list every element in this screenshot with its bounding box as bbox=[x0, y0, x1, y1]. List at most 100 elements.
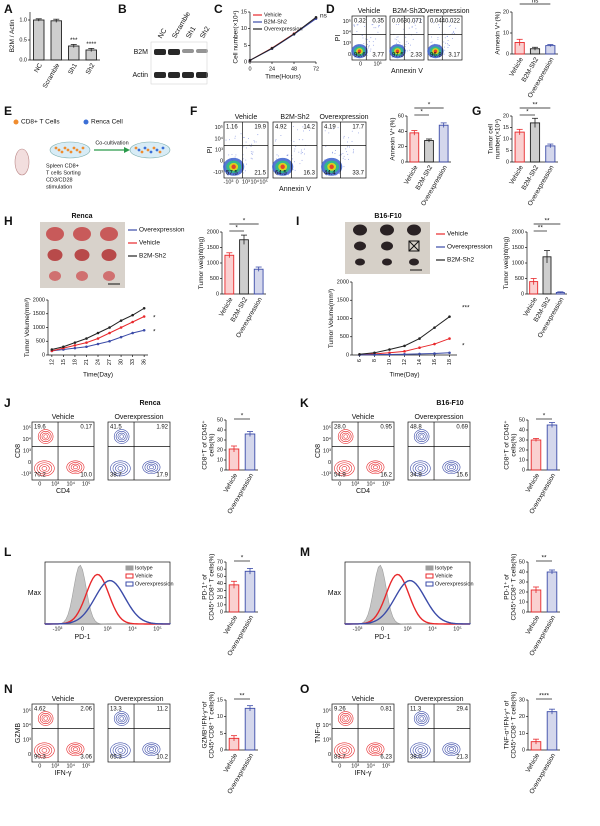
y-tick-label: 0 bbox=[220, 159, 223, 165]
legend-label: B2M-Sh2 bbox=[447, 257, 474, 264]
mouse bbox=[14, 148, 30, 176]
event-dot bbox=[378, 25, 380, 27]
event-dot bbox=[415, 20, 417, 22]
legend-swatch bbox=[425, 573, 434, 579]
tumor bbox=[73, 227, 91, 241]
event-dot bbox=[286, 154, 288, 156]
y-tick-label: 0 bbox=[506, 51, 509, 57]
y-tick-label: 30 bbox=[519, 437, 525, 443]
event-dot bbox=[253, 140, 255, 142]
event-dot bbox=[298, 151, 300, 153]
event-dot bbox=[292, 158, 294, 160]
contour bbox=[34, 460, 55, 477]
bar bbox=[409, 132, 420, 163]
density-blob bbox=[329, 164, 334, 170]
y-tick-label: 500 bbox=[515, 276, 524, 282]
series-point bbox=[314, 16, 318, 19]
event-dot bbox=[405, 36, 407, 38]
legend-label: Overexpression bbox=[264, 26, 303, 32]
contour bbox=[446, 745, 457, 753]
event-dot bbox=[368, 45, 370, 47]
flow-plot-frame bbox=[31, 421, 95, 481]
bar bbox=[244, 433, 256, 471]
y-axis-label: CD8⁺T of CD45⁺ bbox=[201, 420, 208, 470]
series-point bbox=[358, 352, 361, 356]
panel-letter: H bbox=[4, 214, 13, 228]
band bbox=[154, 49, 166, 55]
event-dot bbox=[405, 44, 407, 46]
contour bbox=[343, 434, 348, 439]
y-tick-label: 70 bbox=[217, 559, 223, 565]
x-tick-label: 48 bbox=[291, 66, 297, 72]
flow-plot-frame bbox=[31, 703, 95, 763]
event-dot bbox=[245, 170, 246, 172]
y-tick-label: 0 bbox=[348, 52, 351, 58]
x-tick-label: 10⁵ bbox=[382, 480, 390, 487]
tumor bbox=[101, 249, 117, 261]
bar bbox=[244, 707, 256, 751]
contour bbox=[41, 714, 50, 723]
y-tick-label: 2000 bbox=[337, 279, 349, 285]
contour bbox=[343, 716, 348, 721]
event-dot bbox=[446, 36, 448, 37]
event-dot bbox=[452, 21, 453, 23]
cell bbox=[158, 150, 162, 154]
series-point bbox=[270, 47, 274, 50]
bar bbox=[253, 268, 264, 295]
event-dot bbox=[451, 32, 453, 34]
x-tick-label: 10³ bbox=[351, 763, 359, 769]
missing-mark bbox=[408, 240, 420, 252]
quadrant-value: 17.9 bbox=[156, 473, 168, 479]
y-tick-label: 10 bbox=[217, 602, 223, 608]
y-tick-label: 40 bbox=[519, 569, 525, 575]
event-dot bbox=[367, 54, 369, 56]
quadrant-value: 41.5 bbox=[110, 425, 122, 431]
series-point bbox=[85, 337, 88, 340]
x-tick-label: -10³ bbox=[224, 179, 234, 185]
event-dot bbox=[399, 41, 401, 43]
x-tick-label: 0 bbox=[248, 66, 251, 72]
y-tick-label: 1000 bbox=[207, 260, 219, 266]
event-dot bbox=[227, 174, 229, 176]
legend-label: Overexpression bbox=[447, 244, 493, 251]
cell bbox=[69, 150, 73, 154]
contour bbox=[34, 742, 55, 759]
y-axis-label: Tumor weight(mg) bbox=[503, 237, 510, 290]
y-tick-label: 20 bbox=[519, 447, 525, 453]
x-tick-label: 8 bbox=[372, 359, 378, 362]
contour bbox=[39, 464, 50, 473]
series-point bbox=[292, 32, 296, 36]
contour bbox=[72, 747, 78, 752]
contour bbox=[142, 460, 161, 474]
density-blob bbox=[357, 49, 362, 53]
event-dot bbox=[368, 41, 370, 43]
tumor bbox=[74, 249, 90, 261]
event-dot bbox=[447, 44, 449, 46]
event-dot bbox=[443, 46, 445, 48]
y-tick-label: 30 bbox=[519, 697, 525, 703]
event-dot bbox=[234, 156, 236, 158]
bar bbox=[546, 424, 558, 471]
dish bbox=[129, 141, 171, 159]
event-dot bbox=[250, 151, 252, 153]
significance: * bbox=[428, 102, 431, 109]
event-dot bbox=[448, 25, 450, 27]
x-tick-label: 10⁴ bbox=[428, 625, 437, 632]
quadrant-value: 33.7 bbox=[352, 171, 364, 177]
bar bbox=[514, 131, 525, 163]
y-tick-label: -10³ bbox=[213, 170, 223, 176]
x-tick-label: 0 bbox=[81, 626, 84, 632]
contour bbox=[66, 460, 85, 474]
quadrant-value: 3.77 bbox=[372, 53, 384, 59]
contour bbox=[419, 434, 424, 439]
step-label: stimulation bbox=[46, 184, 72, 190]
plot-title: Vehicle bbox=[235, 114, 258, 121]
category-label: Vehicle bbox=[525, 472, 542, 494]
event-dot bbox=[377, 31, 379, 33]
series-point bbox=[418, 352, 421, 356]
quadrant-value: 10.0 bbox=[80, 473, 92, 479]
event-dot bbox=[254, 141, 255, 143]
event-dot bbox=[444, 37, 446, 39]
x-tick-label: 10³ bbox=[104, 626, 112, 632]
legend-label: Overexpression bbox=[135, 581, 174, 587]
